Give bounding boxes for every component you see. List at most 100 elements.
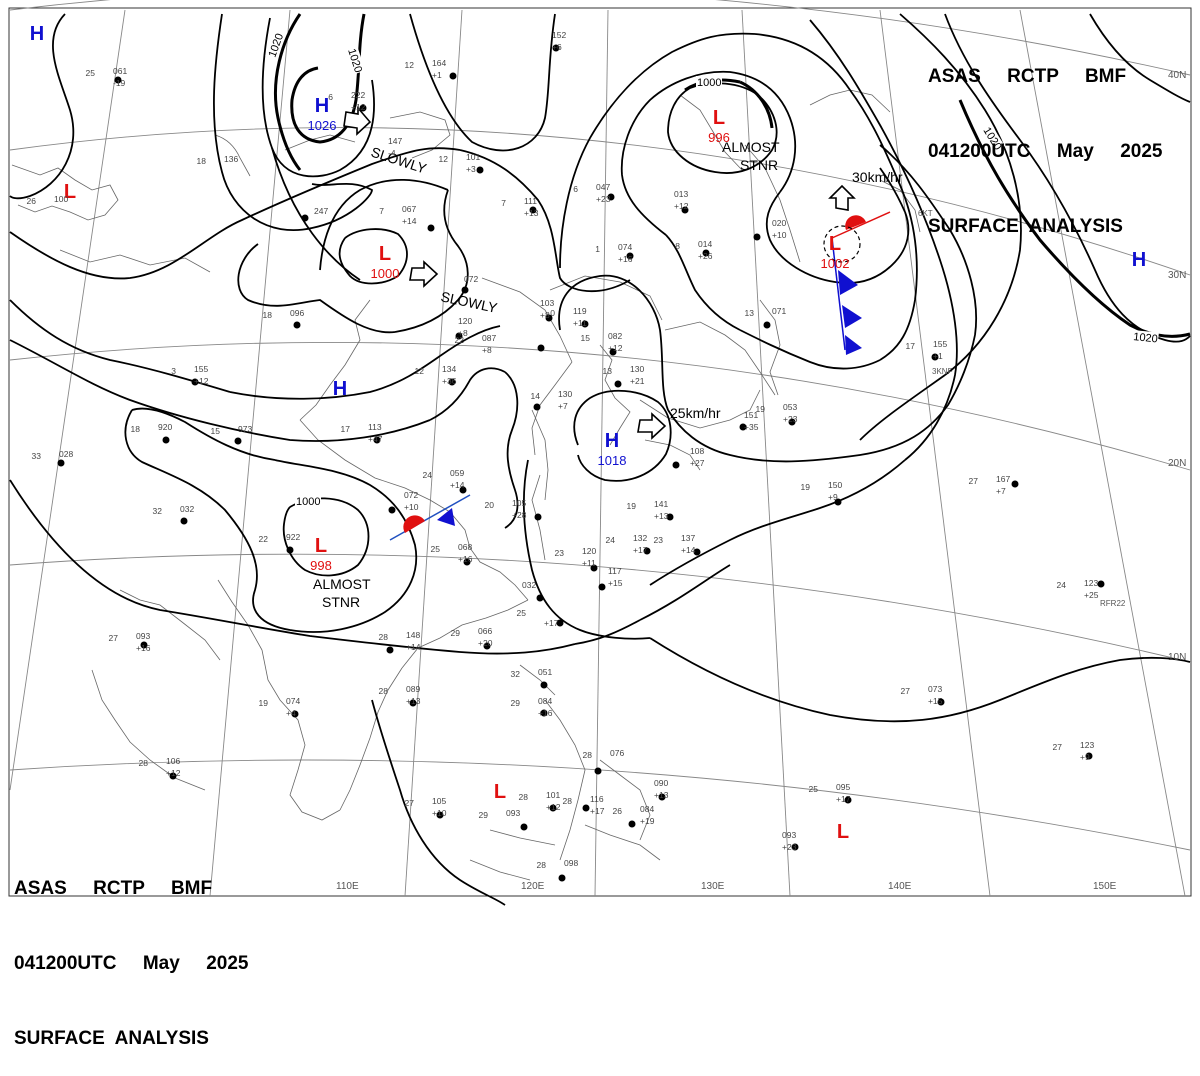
station-pressure: 095 <box>836 782 850 792</box>
header-bottom-left: ASAS RCTP BMF 041200UTC May 2025 SURFACE… <box>14 826 248 1076</box>
station-pressure: 111 <box>524 196 537 206</box>
station-pressure: 047 <box>596 182 610 192</box>
station-tendency: +13 <box>524 208 539 218</box>
station-annotation: RFR22 <box>1100 599 1126 608</box>
center-pressure-value: 998 <box>310 558 332 573</box>
station-tendency: +11 <box>573 318 587 328</box>
header-line-3: SURFACE ANALYSIS <box>928 216 1123 237</box>
station-temperature: 0 <box>550 308 555 318</box>
station-tendency: +1 <box>933 351 943 361</box>
station-temperature: 6 <box>573 184 578 194</box>
movement-label: STNR <box>322 594 360 610</box>
lon-label: 110E <box>336 881 359 892</box>
station-pressure: 096 <box>290 308 304 318</box>
station-tendency: +23 <box>596 194 611 204</box>
station-temperature: 27 <box>969 476 979 486</box>
station-tendency: +13 <box>654 790 669 800</box>
header-top-right: ASAS RCTP BMF 041200UTC May 2025 SURFACE… <box>928 14 1162 264</box>
station-tendency: +12 <box>351 102 366 112</box>
station-tendency: +13 <box>406 696 421 706</box>
station-temperature: 33 <box>32 451 42 461</box>
station-tendency: +17 <box>633 545 648 555</box>
station-pressure: 093 <box>136 631 150 641</box>
station-pressure: 059 <box>450 468 464 478</box>
lon-label: 140E <box>888 881 912 892</box>
station-pressure: 098 <box>564 858 578 868</box>
station-tendency: +23 <box>783 414 798 424</box>
station-pressure: 155 <box>933 339 947 349</box>
station-temperature: 27 <box>405 798 415 808</box>
station-pressure: 137 <box>681 533 695 543</box>
station-pressure: 247 <box>314 206 328 216</box>
movement-label: ALMOST <box>722 139 780 155</box>
station-tendency: +21 <box>630 376 645 386</box>
low-pressure-symbol: L <box>64 181 76 203</box>
station-tendency: +3 <box>466 164 476 174</box>
station-temperature: 7 <box>501 198 506 208</box>
station-tendency: +36 <box>442 376 457 386</box>
header-line-2: 041200UTC May 2025 <box>14 953 249 974</box>
isobars <box>9 13 1191 906</box>
station-pressure: 068 <box>458 542 472 552</box>
low-pressure-symbol: L <box>837 821 849 843</box>
station-tendency: +8 <box>458 328 468 338</box>
station-temperature: 28 <box>537 860 547 870</box>
station-temperature: 28 <box>139 758 149 768</box>
station-pressure: 120 <box>458 316 472 326</box>
station-annotation: 6KT <box>918 209 933 218</box>
station-tendency: +23 <box>782 842 797 852</box>
station-pressure: 084 <box>538 696 552 706</box>
fronts <box>389 211 891 541</box>
station-pressure: 150 <box>828 480 842 490</box>
movement-label: 25km/hr <box>670 405 721 421</box>
station-temperature: 13 <box>745 308 755 318</box>
station-temperature: 18 <box>263 310 273 320</box>
station-tendency: +16 <box>618 254 633 264</box>
isobar-label: 1000 <box>697 77 721 89</box>
header-line-2: 041200UTC May 2025 <box>928 141 1163 162</box>
station-temperature: 28 <box>563 796 573 806</box>
station-temperature: 19 <box>756 404 766 414</box>
station-temperature: 27 <box>901 686 911 696</box>
high-pressure-symbol: H <box>1132 249 1146 271</box>
station-pressure: 117 <box>608 566 622 576</box>
station-pressure: 067 <box>402 204 416 214</box>
station-temperature: 12 <box>439 154 449 164</box>
station-tendency: +16 <box>458 554 473 564</box>
station-temperature: 17 <box>906 341 916 351</box>
low-pressure-symbol: L <box>494 781 506 803</box>
station-temperature: 29 <box>451 628 461 638</box>
lat-label: 40N <box>1168 70 1186 81</box>
station-tendency: +8 <box>540 310 550 320</box>
station-temperature: 23 <box>555 548 565 558</box>
station-pressure: 152 <box>552 30 566 40</box>
header-line-3: SURFACE ANALYSIS <box>14 1028 209 1049</box>
station-pressure: 100 <box>54 194 68 204</box>
lat-label: 10N <box>1168 652 1186 663</box>
station-pressure: 028 <box>59 449 73 459</box>
high-pressure-symbol: H <box>605 430 619 452</box>
station-temperature: 24 <box>606 535 616 545</box>
station-tendency: +47 <box>368 434 383 444</box>
station-pressure: 105 <box>512 498 526 508</box>
station-tendency: +9 <box>828 492 838 502</box>
station-pressure: 164 <box>432 58 446 68</box>
station-tendency: +35 <box>744 422 759 432</box>
station-temperature: 27 <box>109 633 119 643</box>
station-pressure: 920 <box>158 422 172 432</box>
header-line-1: ASAS RCTP BMF <box>928 66 1127 87</box>
station-pressure: 032 <box>180 504 194 514</box>
station-temperature: 17 <box>341 424 351 434</box>
station-pressure: 074 <box>618 242 632 252</box>
station-pressure: 116 <box>590 794 604 804</box>
station-pressure: 136 <box>224 154 238 164</box>
isobar-label-bg <box>265 31 286 60</box>
station-pressure: 222 <box>351 90 365 100</box>
station-temperature: 28 <box>519 792 529 802</box>
station-tendency: +12 <box>166 768 181 778</box>
station-tendency: +7 <box>996 486 1006 496</box>
station-pressure: 973 <box>238 424 252 434</box>
station-pressure: 053 <box>783 402 797 412</box>
station-temperature: 25 <box>809 784 819 794</box>
station-temperature: 6 <box>328 92 333 102</box>
